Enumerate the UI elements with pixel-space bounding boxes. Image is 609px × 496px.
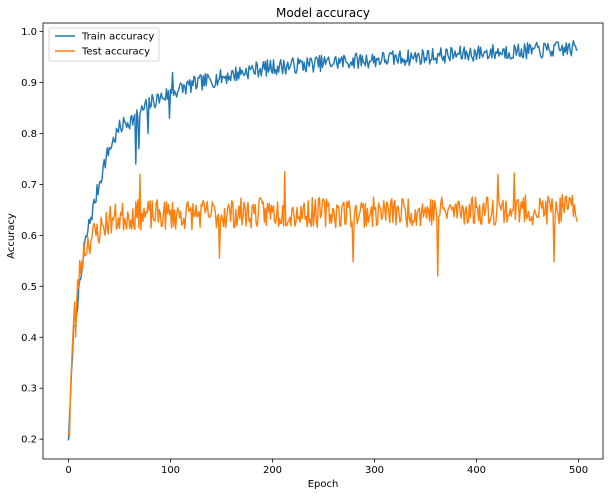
y-tick-label: 0.6: [21, 231, 37, 242]
y-tick-label: 0.2: [21, 435, 37, 446]
y-tick-label: 0.3: [21, 384, 37, 395]
series-line-test-accuracy: [67, 171, 579, 438]
plot-area: 0 100 200 300 400 500 0.2 0.3 0.4 0.5 0.6 0.7 0.8 0.9…: [21, 22, 604, 476]
legend-box: [48, 27, 160, 62]
y-tick-label: 1.0: [21, 27, 37, 38]
plot-frame: [42, 22, 604, 460]
y-tick-label: 0.5: [21, 282, 37, 293]
legend: Train accuracy Test accuracy: [48, 27, 160, 62]
x-tick-label: 100: [161, 465, 180, 476]
legend-label-train-accuracy: Train accuracy: [81, 32, 154, 43]
series-line-train-accuracy: [67, 39, 578, 441]
x-axis-label: Epoch: [308, 479, 339, 490]
chart-title: Model accuracy: [276, 6, 370, 20]
legend-label-test-accuracy: Test accuracy: [81, 47, 150, 58]
y-tick-label: 0.8: [21, 129, 37, 140]
x-tick-label: 200: [263, 465, 282, 476]
y-tick-label: 0.4: [21, 333, 37, 344]
y-tick-label: 0.9: [21, 78, 37, 89]
x-tick-label: 400: [467, 465, 486, 476]
x-tick-label: 300: [365, 465, 384, 476]
x-tick-label: 0: [65, 465, 71, 476]
y-tick-label: 0.7: [21, 180, 37, 191]
y-axis-label: Accuracy: [6, 213, 17, 259]
x-tick-label: 500: [569, 465, 588, 476]
